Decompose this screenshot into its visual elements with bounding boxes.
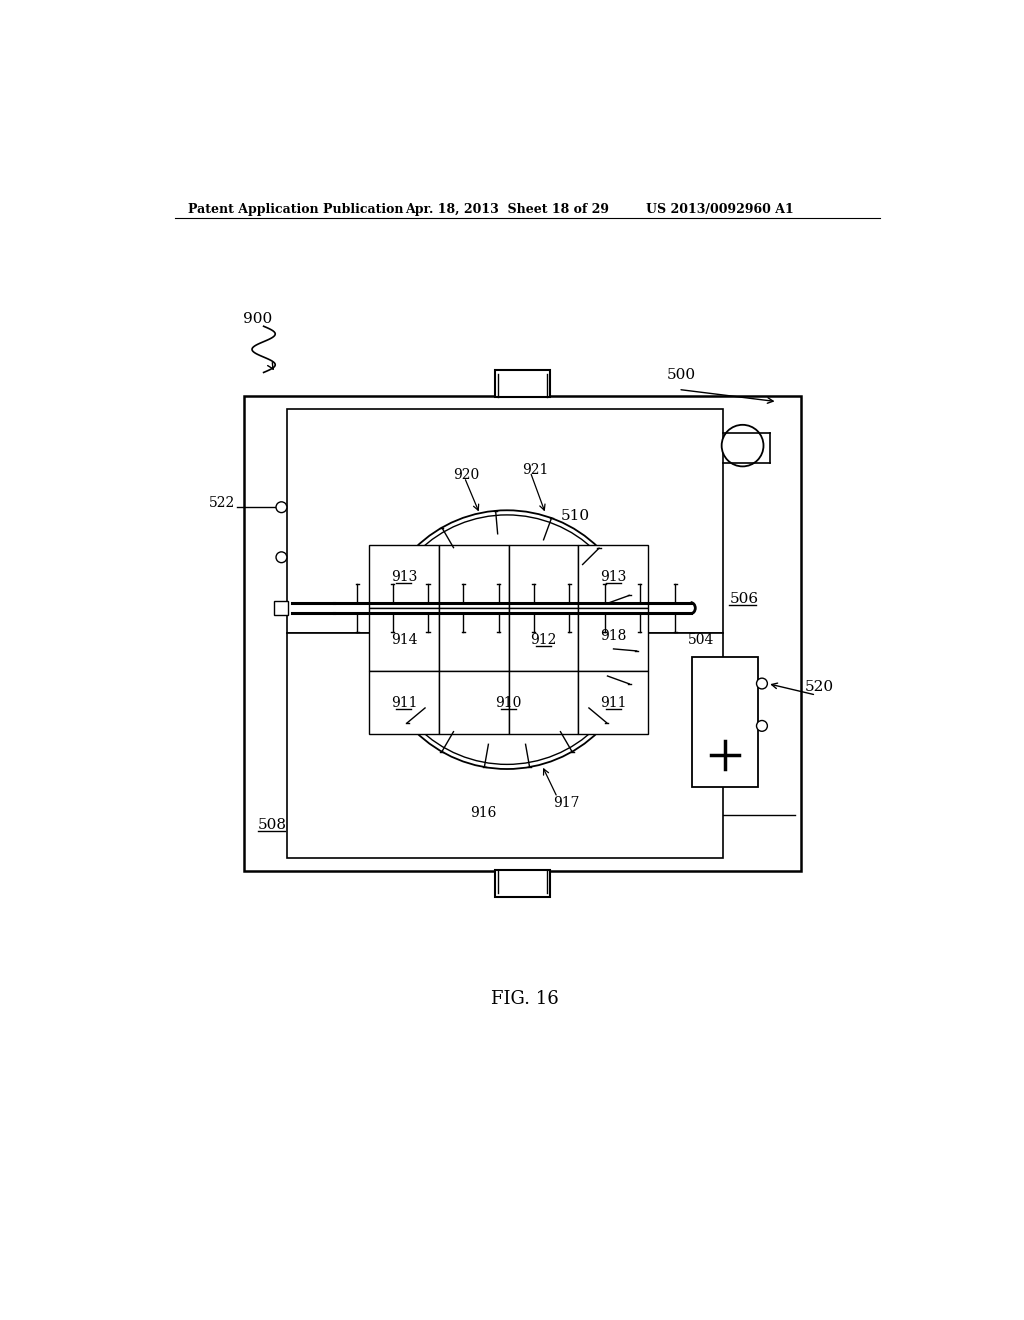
Text: 914: 914 xyxy=(390,632,417,647)
Circle shape xyxy=(757,678,767,689)
Text: 911: 911 xyxy=(600,696,627,710)
Text: 504: 504 xyxy=(688,634,715,647)
Bar xyxy=(509,609,579,671)
Bar xyxy=(287,409,723,634)
Text: 510: 510 xyxy=(561,508,591,523)
Text: 508: 508 xyxy=(258,818,287,832)
Text: 910: 910 xyxy=(496,696,521,710)
Bar xyxy=(579,671,648,734)
Text: 500: 500 xyxy=(667,368,695,381)
Text: 916: 916 xyxy=(471,807,497,820)
Bar xyxy=(692,656,758,788)
Bar xyxy=(287,634,723,858)
Text: US 2013/0092960 A1: US 2013/0092960 A1 xyxy=(646,203,794,216)
Bar xyxy=(579,545,648,609)
Text: Apr. 18, 2013  Sheet 18 of 29: Apr. 18, 2013 Sheet 18 of 29 xyxy=(406,203,609,216)
Bar xyxy=(438,671,509,734)
Circle shape xyxy=(340,474,674,805)
Text: 913: 913 xyxy=(391,569,417,583)
Text: 918: 918 xyxy=(600,628,627,643)
Bar xyxy=(438,609,509,671)
Bar xyxy=(509,671,579,734)
Text: Patent Application Publication: Patent Application Publication xyxy=(188,203,403,216)
Text: 911: 911 xyxy=(390,696,417,710)
Text: FIG. 16: FIG. 16 xyxy=(490,990,559,1008)
Bar xyxy=(274,601,289,615)
Circle shape xyxy=(722,425,764,466)
Bar xyxy=(438,545,509,609)
Circle shape xyxy=(276,502,287,512)
Text: 522: 522 xyxy=(209,496,234,510)
Text: 913: 913 xyxy=(600,569,627,583)
Bar xyxy=(369,609,438,671)
Text: 520: 520 xyxy=(805,680,834,694)
Circle shape xyxy=(276,552,287,562)
Bar xyxy=(509,545,579,609)
Bar xyxy=(579,609,648,671)
Text: 506: 506 xyxy=(729,591,759,606)
Text: 920: 920 xyxy=(453,469,479,482)
Bar xyxy=(245,396,801,871)
Bar xyxy=(495,370,550,397)
Bar xyxy=(369,545,438,609)
Circle shape xyxy=(757,721,767,731)
Text: 921: 921 xyxy=(522,462,549,477)
Text: 900: 900 xyxy=(243,313,272,326)
Text: 912: 912 xyxy=(530,632,557,647)
Bar xyxy=(369,671,438,734)
Bar xyxy=(495,870,550,896)
Text: 917: 917 xyxy=(554,796,580,810)
